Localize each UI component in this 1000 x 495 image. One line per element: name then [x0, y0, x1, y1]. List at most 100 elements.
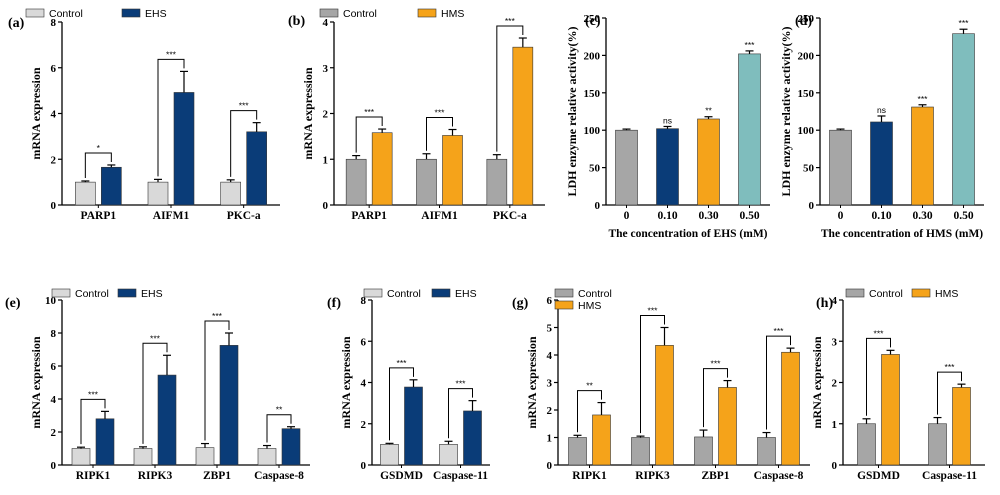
- bar-hms: [718, 387, 737, 466]
- significance-label: ns: [877, 105, 886, 115]
- significance-label: ***: [945, 362, 956, 372]
- bar-control: [220, 181, 241, 206]
- bar-hms: [371, 132, 393, 206]
- y-tick-label: 100: [584, 125, 601, 137]
- x-tick-label: AIFM1: [421, 210, 458, 222]
- bar-ehs: [463, 410, 482, 466]
- legend-swatch-ehs: [117, 288, 137, 298]
- x-tick-label: PKC-a: [493, 210, 527, 222]
- y-axis-label: LDH enzyme relative activity(%): [565, 26, 579, 196]
- panel-label: (e): [5, 296, 21, 311]
- bar-control: [71, 448, 91, 466]
- y-tick-label: 4: [323, 17, 329, 29]
- y-axis-label: mRNA expression: [29, 67, 43, 159]
- significance-bracket: [866, 337, 891, 416]
- x-tick-label: PKC-a: [227, 210, 261, 222]
- panel-label: (f): [327, 296, 341, 311]
- legend-swatch-hms: [911, 288, 931, 298]
- bar-hms: [442, 135, 463, 206]
- legend-label: EHS: [455, 288, 477, 300]
- y-tick-label: 6: [547, 295, 553, 307]
- significance-label: ***: [364, 107, 375, 117]
- y-tick-label: 3: [323, 63, 329, 75]
- significance-bracket: [84, 152, 112, 178]
- legend-swatch-control: [319, 8, 339, 18]
- bar-hms: [655, 345, 674, 466]
- y-tick-label: 0: [361, 460, 367, 472]
- bar: [870, 121, 893, 206]
- x-tick-label: GSDMD: [380, 470, 423, 482]
- x-tick-label: PARP1: [351, 210, 387, 222]
- significance-label: ***: [874, 328, 885, 338]
- y-axis-label: mRNA expression: [301, 67, 315, 159]
- significance-bracket: [448, 388, 473, 439]
- bar-control: [380, 444, 399, 466]
- legend-label: HMS: [935, 288, 958, 300]
- y-tick-label: 4: [51, 394, 57, 406]
- significance-label: *: [97, 143, 101, 153]
- bar-control: [257, 448, 277, 466]
- significance-label: ns: [663, 115, 672, 125]
- chart-panel-7: (h) 0 1 2 3 4 mRNA expression *** GSDMD *** Caspas…: [810, 288, 985, 482]
- significance-bracket: [230, 110, 258, 177]
- significance-label: ***: [239, 101, 250, 111]
- y-tick-label: 2: [547, 405, 553, 417]
- bar: [656, 128, 679, 206]
- bar: [697, 118, 720, 206]
- x-tick-label: 0.30: [698, 210, 718, 222]
- x-tick-label: GSDMD: [857, 470, 900, 482]
- y-tick-label: 2: [51, 154, 57, 166]
- y-tick-label: 50: [589, 163, 601, 175]
- x-tick-label: ZBP1: [203, 470, 231, 482]
- significance-bracket: [766, 335, 791, 430]
- significance-bracket: [204, 320, 230, 441]
- chart-panel-6: (g) 0 1 2 3 4 5 6 mRNA expression ** RIPK1 *** RIPK3…: [512, 288, 810, 482]
- bar-control: [486, 158, 508, 206]
- y-tick-label: 1: [547, 433, 553, 445]
- y-tick-label: 200: [798, 50, 815, 62]
- significance-bracket: [157, 58, 185, 177]
- significance-label: ***: [711, 359, 722, 369]
- x-tick-label: 0.30: [912, 210, 932, 222]
- y-tick-label: 6: [51, 361, 57, 373]
- significance-label: ***: [774, 326, 785, 336]
- significance-label: ***: [150, 333, 161, 343]
- y-tick-label: 1: [323, 154, 329, 166]
- legend-swatch-control: [25, 8, 45, 18]
- significance-label: ***: [745, 40, 756, 50]
- bar-ehs: [404, 386, 423, 466]
- y-tick-label: 4: [51, 109, 57, 121]
- legend-swatch-control: [51, 288, 71, 298]
- bar-control: [439, 444, 458, 466]
- legend-swatch-control: [845, 288, 865, 298]
- y-tick-label: 4: [361, 378, 367, 390]
- y-tick-label: 0: [51, 200, 57, 212]
- y-tick-label: 200: [584, 50, 601, 62]
- chart-panel-2: (c) 0 50 100 150 200 250 LDH enzyme relative ac…: [565, 13, 770, 240]
- bar-control: [757, 437, 776, 466]
- chart-panel-4: (e) 0 2 4 6 8 10 mRNA expression *** RIPK1 *** RIPK…: [5, 288, 310, 482]
- significance-label: **: [586, 381, 593, 391]
- y-tick-label: 0: [595, 200, 601, 212]
- x-tick-label: RIPK1: [76, 470, 111, 482]
- y-tick-label: 8: [361, 295, 367, 307]
- significance-bracket: [640, 315, 665, 434]
- bar-ehs: [246, 131, 267, 206]
- significance-bracket: [937, 371, 962, 415]
- bar: [829, 129, 852, 206]
- significance-bracket: [577, 390, 602, 433]
- significance-label: ***: [648, 306, 659, 316]
- chart-panel-0: (a) 0 2 4 6 8 mRNA expression * PARP1 *** AIFM1 ***…: [8, 8, 280, 222]
- bar-control: [416, 158, 437, 206]
- significance-label: ***: [456, 379, 467, 389]
- legend-label: EHS: [141, 288, 163, 300]
- significance-bracket: [266, 414, 292, 443]
- legend-label: EHS: [145, 8, 167, 20]
- bar-hms: [592, 414, 611, 466]
- y-tick-label: 2: [323, 109, 329, 121]
- y-tick-label: 2: [832, 378, 838, 390]
- significance-label: ***: [435, 108, 446, 118]
- bar-control: [857, 423, 876, 466]
- bar-control: [133, 448, 153, 466]
- bar-ehs: [219, 345, 239, 466]
